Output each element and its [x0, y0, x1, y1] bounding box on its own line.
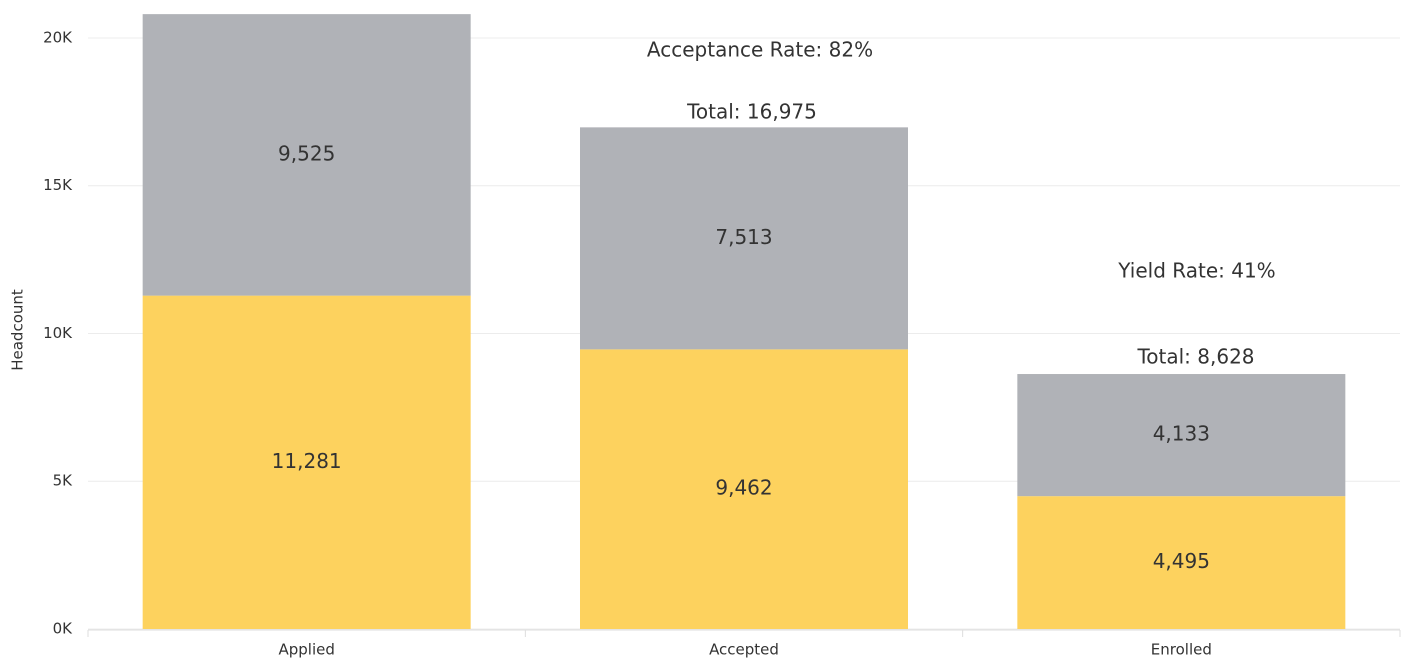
annotation: Acceptance Rate: 82%	[647, 38, 873, 62]
x-tick-label: Applied	[278, 641, 334, 659]
x-tick-label: Enrolled	[1151, 641, 1212, 659]
x-tick-label: Accepted	[709, 641, 779, 659]
annotation: Total: 8,628	[1136, 345, 1254, 369]
data-label: 11,281	[272, 449, 342, 473]
data-label: 9,525	[278, 141, 335, 165]
y-tick-label: 0K	[53, 620, 74, 638]
bar-segment	[580, 127, 908, 350]
data-label: 9,462	[715, 476, 772, 500]
annotation: Yield Rate: 41%	[1117, 259, 1275, 283]
data-label: 7,513	[715, 225, 772, 249]
y-tick-label: 15K	[43, 176, 73, 194]
y-tick-label: 10K	[43, 324, 73, 342]
bar-segment	[142, 295, 471, 629]
annotation: Total: 16,975	[686, 100, 817, 124]
y-tick-label: 20K	[43, 28, 73, 46]
bar-segment	[142, 14, 471, 296]
y-tick-label: 5K	[53, 472, 74, 490]
bar-segment	[580, 349, 908, 629]
data-label: 4,133	[1153, 422, 1210, 446]
data-label: 4,495	[1153, 549, 1210, 573]
bar-segment	[1017, 496, 1346, 629]
y-axis-label: Headcount	[9, 289, 27, 371]
bar-segment	[1017, 374, 1346, 497]
